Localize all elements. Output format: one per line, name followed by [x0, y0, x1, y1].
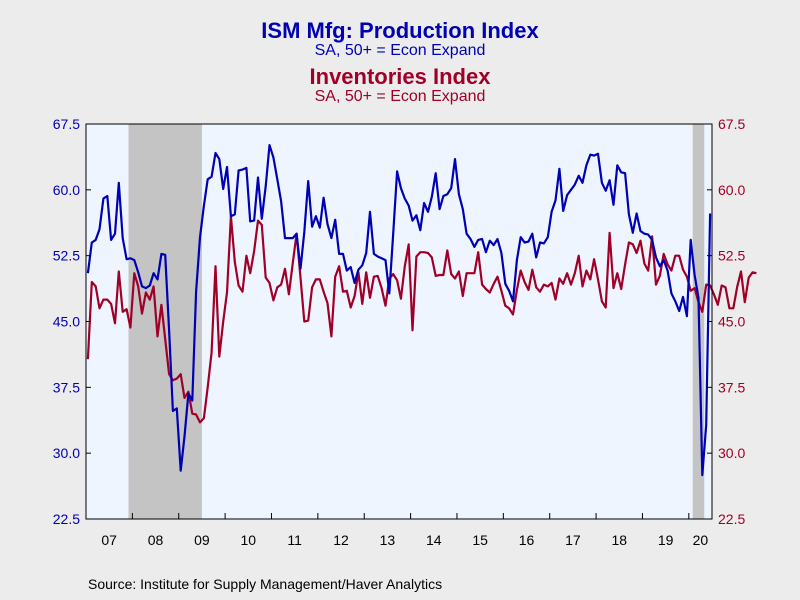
y-right-tick-label: 52.5	[718, 248, 745, 264]
x-tick-label: 10	[241, 532, 257, 548]
chart-subtitle-production: SA, 50+ = Econ Expand	[314, 42, 486, 59]
x-tick-label: 16	[519, 532, 535, 548]
x-tick-label: 13	[380, 532, 396, 548]
y-left-tick-label: 30.0	[53, 445, 80, 461]
chart-title: ISM Mfg: Production Index	[261, 18, 539, 43]
x-tick-label: 07	[101, 532, 117, 548]
y-left-tick-label: 60.0	[53, 182, 80, 198]
x-tick-label: 17	[565, 532, 581, 548]
x-tick-label: 12	[333, 532, 349, 548]
x-tick-label: 11	[287, 532, 302, 548]
chart-title-inventories: Inventories Index	[309, 64, 491, 89]
recession-band	[128, 124, 202, 519]
y-left-tick-label: 67.5	[53, 116, 80, 132]
y-left-tick-label: 52.5	[53, 248, 80, 264]
axes: 22.5 30.0 37.5 45.0 52.5 60.0 67.5 22.5 30.0 37.5…	[53, 116, 746, 548]
x-tick-label: 19	[658, 532, 674, 548]
y-left-tick-label: 45.0	[53, 314, 80, 330]
y-left-tick-label: 37.5	[53, 379, 80, 395]
x-tick-label: 15	[472, 532, 488, 548]
inventories-series-line	[86, 215, 757, 424]
y-right-tick-label: 37.5	[718, 379, 745, 395]
y-right-tick-label: 45.0	[718, 314, 745, 330]
x-tick-label: 18	[611, 532, 627, 548]
y-left-tick-label: 22.5	[53, 511, 80, 527]
y-right-tick-label: 67.5	[718, 116, 745, 132]
production-series-line	[86, 144, 712, 477]
chart-subtitle-inventories: SA, 50+ = Econ Expand	[314, 88, 486, 105]
series-lines	[86, 144, 757, 477]
x-tick-label: 14	[426, 532, 442, 548]
source-note: Source: Institute for Supply Management/…	[88, 576, 443, 592]
y-right-tick-label: 22.5	[718, 511, 745, 527]
x-tick-label: 20	[693, 532, 709, 548]
x-tick-label: 08	[148, 532, 164, 548]
y-right-tick-label: 30.0	[718, 445, 745, 461]
y-right-tick-label: 60.0	[718, 182, 745, 198]
x-tick-label: 09	[194, 532, 210, 548]
